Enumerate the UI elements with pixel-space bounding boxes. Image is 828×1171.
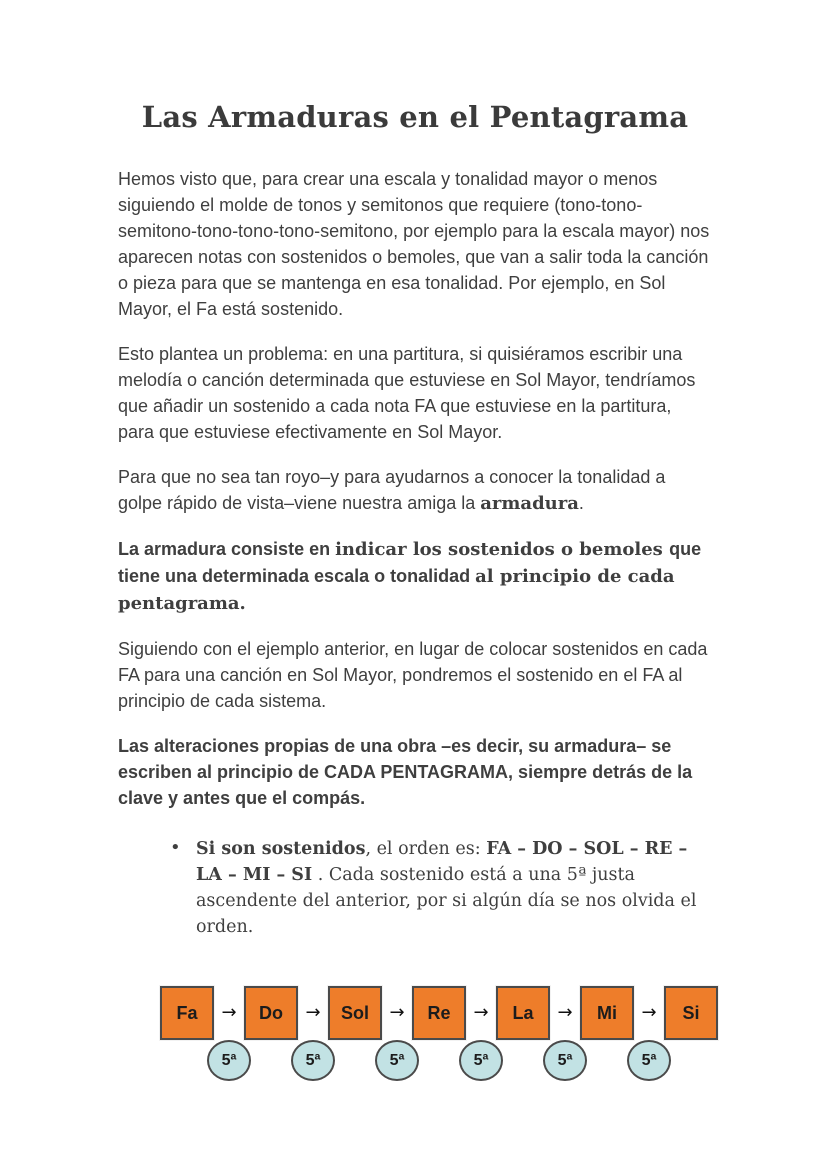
note-box-re: Re <box>412 986 466 1040</box>
arrow-right-icon: → <box>305 1002 321 1023</box>
text-run: . Cada sostenido está a una 5ª justa asc… <box>196 865 697 937</box>
bullet-text: Si son sostenidos, el orden es: FA – DO … <box>196 839 696 937</box>
text-run: Siguiendo con el ejemplo anterior, en lu… <box>118 639 708 711</box>
text-run: , el orden es: <box>365 839 487 859</box>
paragraph: La armadura consiste en indicar los sost… <box>118 536 712 617</box>
note-box-si: Si <box>664 986 718 1040</box>
interval-fifth-circle: 5ª <box>543 1040 587 1081</box>
bullet-list: • Si son sostenidos, el orden es: FA – D… <box>118 836 712 940</box>
note-box-do: Do <box>244 986 298 1040</box>
text-run: al principio de cada pentagrama. <box>118 566 675 614</box>
arrow-right-icon: → <box>473 1002 489 1023</box>
text-run: Las alteraciones propias de una obra –es… <box>118 736 693 808</box>
text-run: La armadura consiste en <box>118 539 336 559</box>
note-box-mi: Mi <box>580 986 634 1040</box>
paragraph: Para que no sea tan royo–y para ayudarno… <box>118 464 712 517</box>
circle-of-fifths-diagram: Fa → 5ª Do → 5ª Sol → 5ª Re → 5ª La → 5ª Mi → 5ª Si <box>160 974 718 1086</box>
interval-fifth-circle: 5ª <box>291 1040 335 1081</box>
interval-fifth-circle: 5ª <box>627 1040 671 1081</box>
text-run: . <box>578 493 584 513</box>
text-run: Hemos visto que, para crear una escala y… <box>118 169 710 319</box>
interval-fifth-circle: 5ª <box>207 1040 251 1081</box>
text-run: FA – DO – SOL – RE – LA – MI – SI <box>196 839 688 885</box>
text-run: Si son sostenidos <box>196 839 366 859</box>
document-body: Hemos visto que, para crear una escala y… <box>118 166 712 811</box>
paragraph: Esto plantea un problema: en una partitu… <box>118 341 712 445</box>
text-run: Esto plantea un problema: en una partitu… <box>118 344 696 442</box>
text-run: armadura <box>480 493 579 514</box>
text-run: Para que no sea tan royo–y para ayudarno… <box>118 467 666 513</box>
paragraph: Las alteraciones propias de una obra –es… <box>118 733 712 811</box>
bullet-icon: • <box>170 837 181 858</box>
list-item: • Si son sostenidos, el orden es: FA – D… <box>118 836 712 940</box>
arrow-right-icon: → <box>641 1002 657 1023</box>
page-title: Las Armaduras en el Pentagrama <box>141 100 689 134</box>
paragraph: Siguiendo con el ejemplo anterior, en lu… <box>118 636 712 714</box>
arrow-right-icon: → <box>389 1002 405 1023</box>
arrow-right-icon: → <box>221 1002 237 1023</box>
note-box-sol: Sol <box>328 986 382 1040</box>
interval-fifth-circle: 5ª <box>459 1040 503 1081</box>
paragraph: Hemos visto que, para crear una escala y… <box>118 166 712 322</box>
interval-fifth-circle: 5ª <box>375 1040 419 1081</box>
arrow-right-icon: → <box>557 1002 573 1023</box>
text-run: que tiene una determinada escala o tonal… <box>118 539 702 586</box>
text-run: indicar los sostenidos o bemoles <box>335 539 670 560</box>
note-box-la: La <box>496 986 550 1040</box>
note-box-fa: Fa <box>160 986 214 1040</box>
